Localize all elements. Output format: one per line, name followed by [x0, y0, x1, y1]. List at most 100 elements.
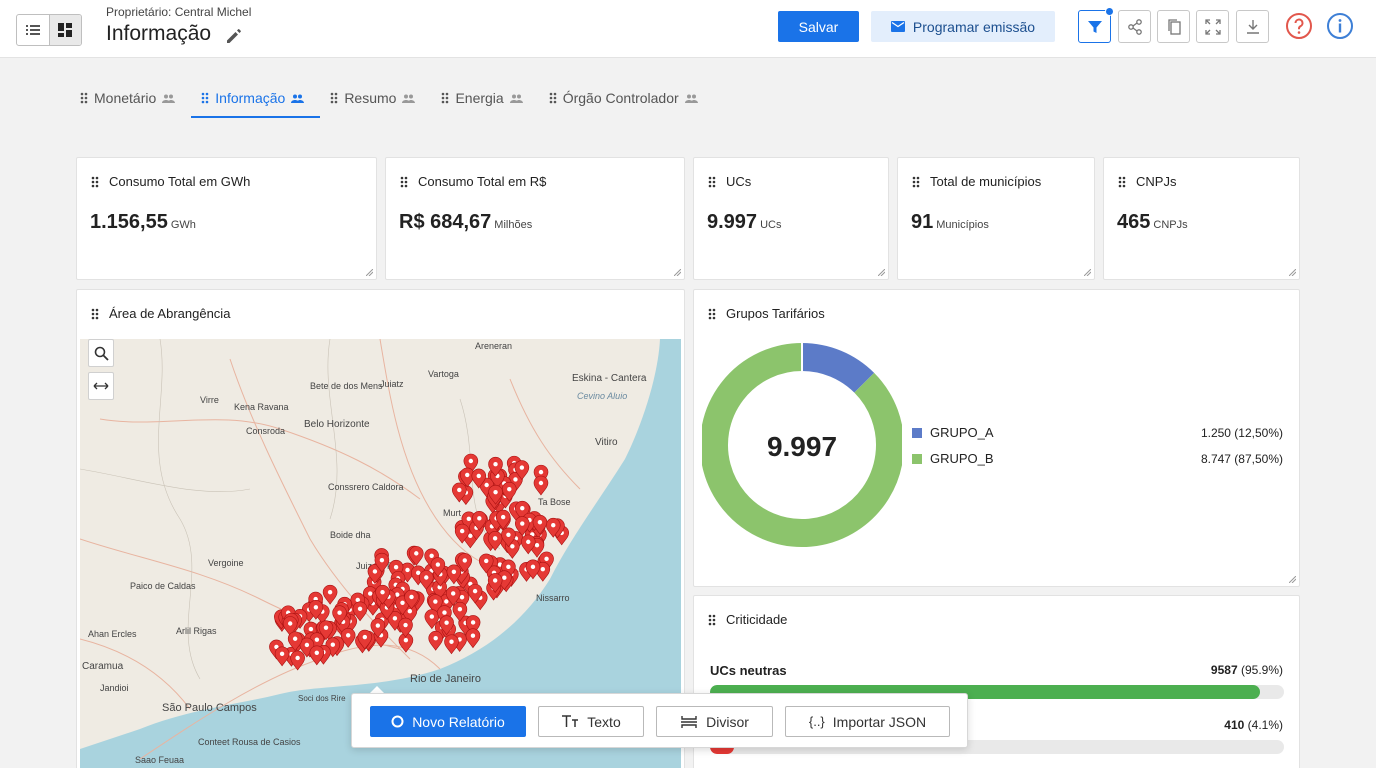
map-pan-button[interactable] [88, 372, 114, 400]
drag-handle-icon[interactable] [91, 176, 99, 188]
map-pin[interactable] [287, 631, 303, 652]
map-pin[interactable] [357, 629, 373, 650]
schedule-button[interactable]: Programar emissão [871, 11, 1055, 42]
map-label: Belo Horizonte [304, 419, 370, 430]
map-pin[interactable] [445, 586, 461, 606]
fullscreen-button[interactable] [1196, 10, 1229, 43]
map-pin[interactable] [472, 511, 487, 531]
kpi-card-consumo-gwh[interactable]: Consumo Total em GWh 1.156,55 GWh [76, 157, 377, 280]
map-pin[interactable] [430, 557, 446, 578]
map-pin[interactable] [525, 559, 541, 580]
drag-handle-icon[interactable] [91, 308, 99, 320]
map-pin[interactable] [352, 601, 368, 622]
tab-resumo[interactable]: Resumo [320, 80, 431, 116]
map-pin[interactable] [514, 516, 530, 537]
map-pin[interactable] [471, 468, 487, 489]
resize-handle-icon[interactable] [674, 269, 681, 276]
map-pin[interactable] [459, 467, 475, 488]
resize-handle-icon[interactable] [366, 269, 373, 276]
new-report-button[interactable]: Novo Relatório [370, 706, 526, 737]
map-pin[interactable] [439, 615, 454, 636]
tab-energia[interactable]: Energia [431, 80, 538, 116]
map-pin[interactable] [309, 645, 325, 666]
donut-chart[interactable]: 9.997 [702, 338, 902, 552]
map-pin[interactable] [424, 609, 440, 630]
tab-orgao-controlador[interactable]: Órgão Controlador [539, 80, 714, 116]
map-pin[interactable] [454, 523, 470, 544]
resize-handle-icon[interactable] [1289, 576, 1296, 583]
map-pin[interactable] [398, 617, 413, 638]
donut-slice-grupo-a[interactable] [801, 343, 875, 394]
map-pin[interactable] [520, 534, 536, 555]
kpi-card-consumo-rs[interactable]: Consumo Total em R$ R$ 684,67 Milhões [385, 157, 685, 280]
map-pin[interactable] [318, 620, 334, 641]
info-icon[interactable] [1326, 12, 1354, 40]
map-pin[interactable] [501, 527, 516, 548]
tab-monetario[interactable]: Monetário [70, 80, 191, 116]
resize-handle-icon[interactable] [1289, 269, 1296, 276]
map-pin[interactable] [290, 650, 305, 671]
filter-button[interactable] [1078, 7, 1114, 43]
drag-handle-icon[interactable] [708, 308, 716, 320]
map-pin[interactable] [274, 646, 290, 667]
save-button[interactable]: Salvar [778, 11, 859, 42]
map-pin[interactable] [495, 509, 511, 530]
map-pin[interactable] [452, 601, 468, 622]
tab-informacao[interactable]: Informação [191, 80, 321, 118]
map-pin[interactable] [404, 589, 419, 610]
map-pin[interactable] [465, 628, 481, 649]
kpi-card-cnpjs[interactable]: CNPJs 465 CNPJs [1103, 157, 1300, 280]
grid-view-button[interactable] [48, 15, 81, 45]
help-icon[interactable] [1285, 12, 1313, 40]
donut-slice-grupo-b[interactable] [702, 343, 902, 547]
map-pin[interactable] [308, 599, 324, 620]
map-pin[interactable] [446, 564, 462, 585]
legend-item-grupo-a[interactable]: GRUPO_A [912, 425, 994, 440]
text-button[interactable]: Texto [538, 706, 644, 737]
share-button[interactable] [1118, 10, 1151, 43]
duplicate-button[interactable] [1157, 10, 1190, 43]
map-pin[interactable] [428, 630, 443, 651]
resize-handle-icon[interactable] [878, 269, 885, 276]
map-pin[interactable] [332, 605, 347, 626]
map-pin[interactable] [370, 618, 386, 639]
map-pin[interactable] [467, 583, 483, 604]
map-pin[interactable] [545, 517, 561, 538]
map-pin[interactable] [478, 553, 494, 574]
map-pin[interactable] [367, 564, 383, 584]
map-pin[interactable] [501, 481, 517, 502]
drag-handle-icon[interactable] [708, 614, 716, 626]
pencil-icon[interactable] [224, 26, 244, 46]
map-pin[interactable] [418, 570, 434, 591]
map-pin[interactable] [533, 475, 549, 496]
map-pin[interactable] [375, 584, 390, 605]
drag-handle-icon[interactable] [912, 176, 920, 188]
map-pin[interactable] [514, 460, 530, 481]
map-pin[interactable] [408, 546, 424, 566]
map-pin[interactable] [487, 531, 503, 551]
tariff-groups-card[interactable]: Grupos Tarifários 9.997 GRUPO_A 1.250 (1… [693, 289, 1300, 587]
map-pin[interactable] [532, 514, 548, 535]
drag-handle-icon[interactable] [400, 176, 408, 188]
kpi-card-ucs[interactable]: UCs 9.997 UCs [693, 157, 889, 280]
map-pin[interactable] [451, 482, 467, 503]
map-pin[interactable] [374, 552, 390, 573]
map-pin[interactable] [488, 456, 503, 477]
legend-item-grupo-b[interactable]: GRUPO_B [912, 451, 994, 466]
kpi-card-municipios[interactable]: Total de municípios 91 Municípios [897, 157, 1095, 280]
map-search-button[interactable] [88, 339, 114, 367]
map-pin[interactable] [282, 616, 298, 637]
map-pin[interactable] [487, 573, 503, 593]
map-pin[interactable] [322, 584, 338, 605]
map-pin[interactable] [488, 484, 503, 505]
map-pin[interactable] [457, 553, 473, 573]
divider-button[interactable]: Divisor [656, 706, 773, 737]
map-pin[interactable] [444, 634, 459, 655]
drag-handle-icon[interactable] [708, 176, 716, 188]
resize-handle-icon[interactable] [1084, 269, 1091, 276]
list-view-button[interactable] [17, 15, 49, 45]
map-pin[interactable] [340, 627, 356, 648]
import-json-button[interactable]: {..} Importar JSON [785, 706, 950, 737]
drag-handle-icon[interactable] [1118, 176, 1126, 188]
download-button[interactable] [1236, 10, 1269, 43]
